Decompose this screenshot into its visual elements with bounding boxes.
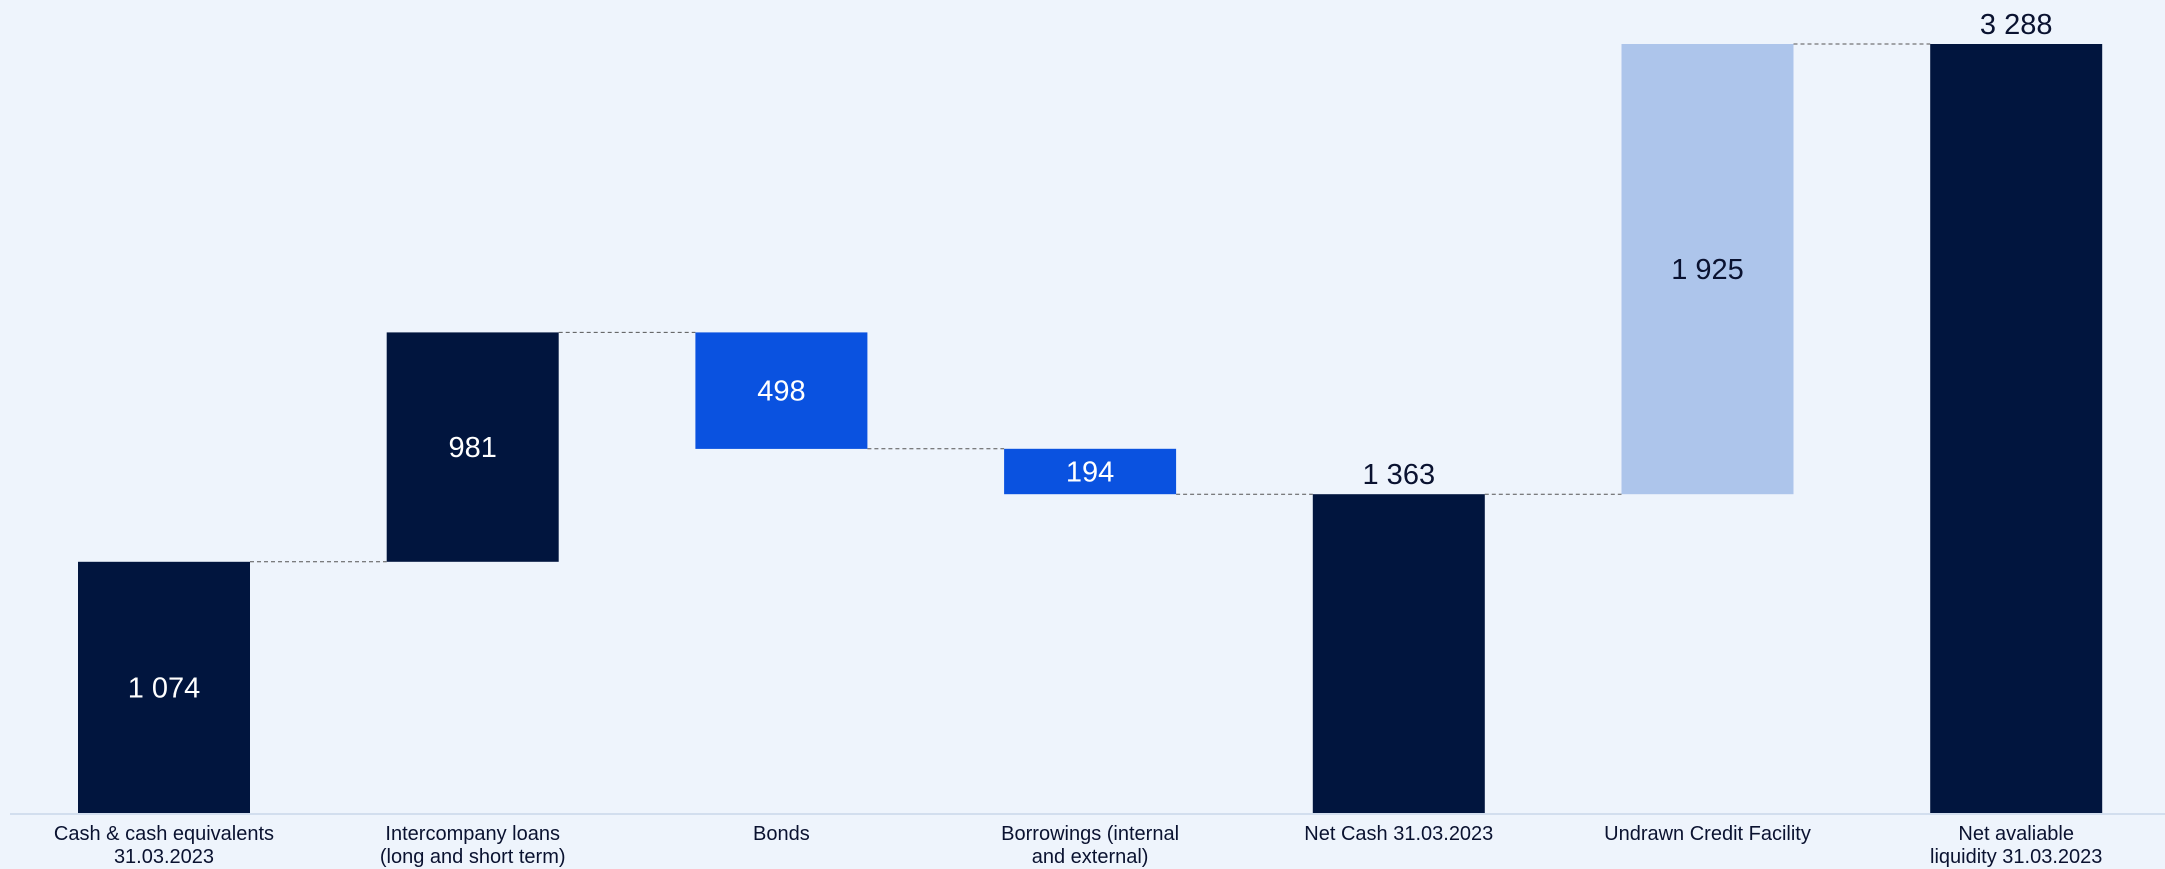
- value-label-undrawn-credit-facility: 1 925: [1671, 254, 1744, 286]
- category-label-net-cash-31-03-2023: Net Cash 31.03.2023: [1304, 823, 1493, 845]
- value-label-net-avaliable-liquidity-31-03-2023: 3 288: [1980, 9, 2053, 41]
- bar-net-avaliable-liquidity-31-03-2023: [1930, 44, 2103, 813]
- value-label-bonds: 498: [757, 376, 805, 408]
- bars-group: [78, 44, 2103, 813]
- bar-intercompany-loans-long-and-short-term: [386, 332, 559, 562]
- category-label-cash-cash-equivalents-31-03-2023: Cash & cash equivalents 31.03.2023: [54, 823, 274, 868]
- value-labels-group: 1 074 981 498 194 1 363 1 925 3 288: [128, 9, 2053, 704]
- bar-cash-cash-equivalents-31-03-2023: [78, 561, 250, 813]
- value-label-borrowings-internal-and-external: 194: [1066, 457, 1114, 489]
- category-labels-group: Cash & cash equivalents 31.03.2023 Interco…: [54, 823, 2102, 868]
- category-label-undrawn-credit-facility: Undrawn Credit Facility: [1604, 823, 1811, 845]
- category-label-borrowings-internal-and-external: Borrowings (internal and external): [1001, 823, 1179, 868]
- connector-lines: [250, 43, 1931, 563]
- category-label-net-avaliable-liquidity-31-03-2023: Net avaliable liquidity 31.03.2023: [1930, 823, 2102, 868]
- bar-net-cash-31-03-2023: [1312, 494, 1485, 813]
- value-label-net-cash-31-03-2023: 1 363: [1363, 459, 1436, 491]
- bar-undrawn-credit-facility: [1621, 44, 1794, 495]
- bar-bonds: [695, 332, 868, 449]
- category-label-bonds: Bonds: [753, 823, 810, 845]
- bar-borrowings-internal-and-external: [1004, 448, 1177, 495]
- category-label-intercompany-loans-long-and-short-term: Intercompany loans (long and short term): [380, 823, 566, 868]
- value-label-cash-cash-equivalents-31-03-2023: 1 074: [128, 672, 201, 704]
- value-label-intercompany-loans-long-and-short-term: 981: [449, 432, 497, 464]
